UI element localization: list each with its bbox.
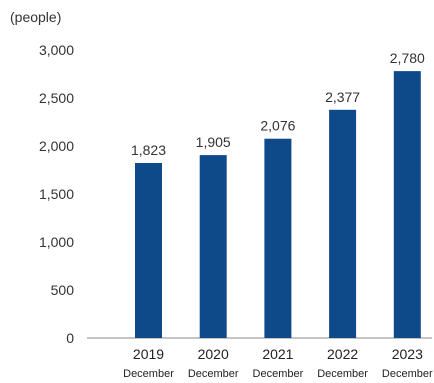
y-tick-label: 1,500 xyxy=(39,186,74,202)
data-label-2022: 2,377 xyxy=(325,89,360,105)
bar-2022 xyxy=(329,109,357,338)
data-labels: 1,823 1,905 2,076 2,377 2,780 xyxy=(131,50,425,158)
x-tick-month-2021: December xyxy=(253,368,304,380)
y-axis-unit-label: (people) xyxy=(10,9,61,25)
bar-2023 xyxy=(393,71,421,339)
bars xyxy=(135,71,421,339)
x-tick-year-2022: 2022 xyxy=(327,346,358,362)
x-tick-month-2019: December xyxy=(123,368,174,380)
y-tick-label: 1,000 xyxy=(39,234,74,250)
y-tick-label: 2,000 xyxy=(39,138,74,154)
x-axis-category-labels: 2019 December 2020 December 2021 December 2022… xyxy=(123,346,433,380)
y-tick-label: 0 xyxy=(66,330,74,346)
x-tick-month-2022: December xyxy=(317,368,368,380)
x-tick-month-2023: December xyxy=(382,368,433,380)
data-label-2019: 1,823 xyxy=(131,142,166,158)
x-tick-year-2021: 2021 xyxy=(262,346,293,362)
bar-2019 xyxy=(135,162,162,338)
data-label-2021: 2,076 xyxy=(260,118,295,134)
y-tick-label: 500 xyxy=(51,282,75,298)
x-tick-year-2020: 2020 xyxy=(198,346,229,362)
x-tick-month-2020: December xyxy=(188,368,239,380)
bar-2020 xyxy=(199,155,227,338)
y-tick-label: 2,500 xyxy=(39,90,74,106)
y-axis-tick-labels: 0 500 1,000 1,500 2,000 2,500 3,000 xyxy=(39,42,74,346)
data-label-2023: 2,780 xyxy=(390,50,425,66)
x-tick-year-2019: 2019 xyxy=(133,346,164,362)
x-tick-year-2023: 2023 xyxy=(392,346,423,362)
bar-2021 xyxy=(264,138,292,338)
data-label-2020: 1,905 xyxy=(196,134,231,150)
y-tick-label: 3,000 xyxy=(39,42,74,58)
